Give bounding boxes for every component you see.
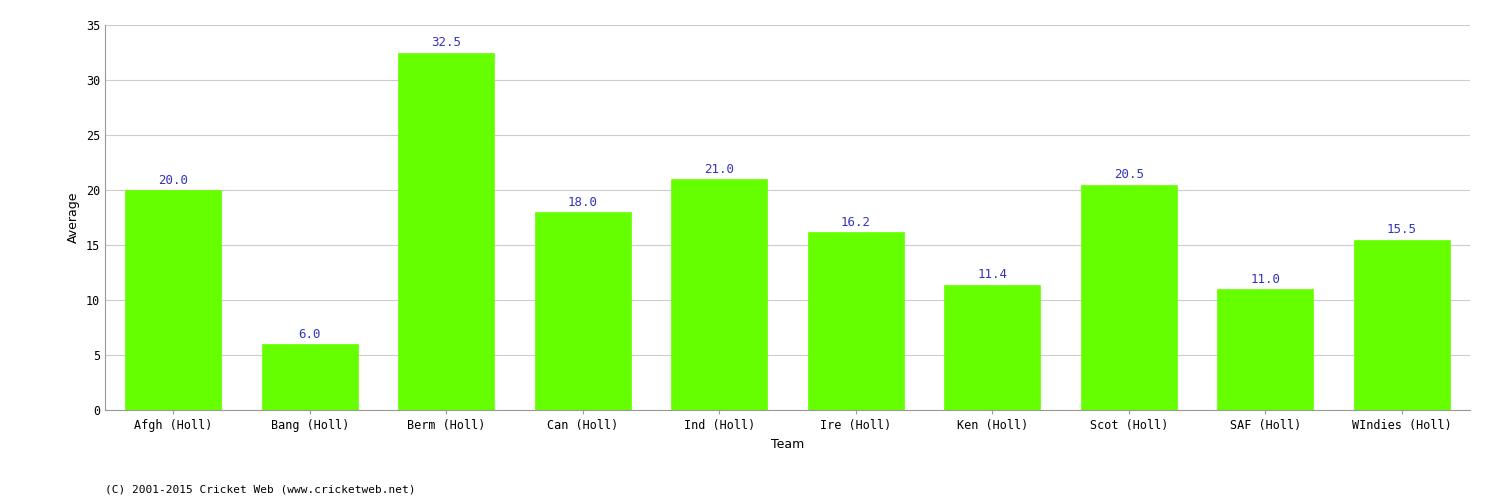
Bar	[126, 190, 220, 410]
Bar	[262, 344, 357, 410]
Text: 18.0: 18.0	[567, 196, 597, 208]
Text: (C) 2001-2015 Cricket Web (www.cricketweb.net): (C) 2001-2015 Cricket Web (www.cricketwe…	[105, 485, 416, 495]
Text: 11.4: 11.4	[978, 268, 1008, 281]
Text: 32.5: 32.5	[432, 36, 462, 49]
Bar	[399, 52, 494, 410]
Text: 20.0: 20.0	[159, 174, 189, 186]
Bar	[808, 232, 903, 410]
Text: 16.2: 16.2	[840, 216, 870, 228]
Bar	[945, 284, 1040, 410]
Bar	[672, 179, 766, 410]
Text: 6.0: 6.0	[298, 328, 321, 340]
Bar	[1354, 240, 1449, 410]
Bar	[1218, 289, 1312, 410]
Bar	[1082, 184, 1176, 410]
Y-axis label: Average: Average	[68, 192, 81, 244]
Text: 21.0: 21.0	[705, 162, 735, 175]
Text: 11.0: 11.0	[1251, 272, 1280, 285]
X-axis label: Team: Team	[771, 438, 804, 450]
Bar	[536, 212, 630, 410]
Text: 15.5: 15.5	[1386, 223, 1416, 236]
Text: 20.5: 20.5	[1113, 168, 1143, 181]
